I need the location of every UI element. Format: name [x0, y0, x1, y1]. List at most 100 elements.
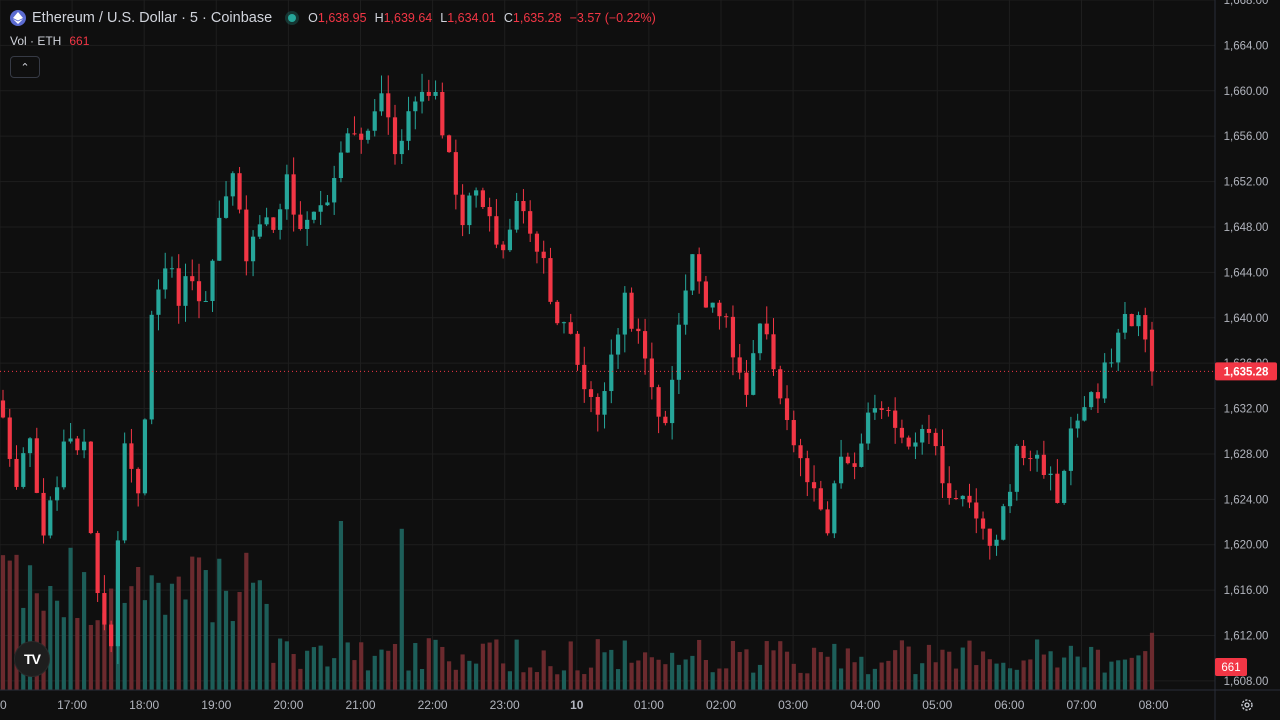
volume-bar — [345, 642, 350, 690]
volume-bar — [190, 556, 195, 690]
price-axis[interactable]: 1,608.00 1,612.00 1,616.00 1,620.00 1,624.00… — [1214, 0, 1269, 720]
volume-bar — [649, 657, 654, 690]
volume-bar — [805, 673, 810, 690]
volume-bar — [947, 651, 952, 690]
time-tick-label: 23:00 — [490, 698, 520, 712]
volume-bar — [257, 580, 262, 690]
symbol-title[interactable]: Ethereum / U.S. Dollar · 5 · Coinbase — [32, 10, 273, 26]
candle-body — [136, 468, 141, 494]
candle-body — [703, 281, 709, 308]
candle-body — [1075, 420, 1080, 429]
volume-bar — [183, 599, 188, 690]
time-axis[interactable]: 00 17:00 18:00 19:00 20:00 21:00 22:00 23:00 10 0… — [0, 689, 1280, 712]
volume-bar — [244, 552, 249, 690]
candle-body — [250, 236, 256, 262]
price-tick-label: 1,624.00 — [1224, 494, 1269, 506]
price-tick-label: 1,632.00 — [1224, 404, 1269, 416]
candle-body — [514, 200, 519, 230]
candle-body — [872, 408, 877, 413]
candle-body — [548, 258, 553, 302]
volume-bar — [987, 659, 992, 690]
price-tick-label: 1,612.00 — [1224, 631, 1269, 643]
volume-bar — [163, 614, 168, 690]
volume-bar — [980, 651, 986, 690]
time-tick-label: 05:00 — [922, 698, 952, 712]
volume-bar — [1035, 639, 1040, 690]
candle-body — [521, 200, 526, 212]
volume-bar — [615, 669, 621, 690]
volume-bar — [697, 639, 702, 690]
volume-bar — [332, 658, 337, 690]
candle-body — [21, 453, 26, 487]
volume-bar — [548, 666, 553, 690]
volume-bar — [1136, 655, 1141, 690]
volume-bar — [379, 649, 384, 690]
candle-body — [994, 539, 999, 546]
candle-body — [974, 502, 979, 519]
volume-bar — [82, 572, 87, 690]
volume-bar — [1014, 669, 1019, 690]
volume-bar — [953, 668, 959, 690]
candle-body — [926, 428, 932, 433]
volume-bar — [1048, 651, 1053, 690]
candle-body — [784, 398, 790, 421]
last-volume-badge — [1215, 658, 1247, 676]
candle-body — [724, 316, 729, 318]
candle-body — [791, 420, 796, 446]
volume-bar — [446, 661, 452, 690]
candle-body — [163, 268, 168, 290]
volume-bar — [737, 651, 742, 690]
candle-body — [487, 207, 492, 217]
volume-bar — [893, 650, 898, 690]
volume-bar — [95, 620, 100, 690]
volume-bar — [217, 558, 222, 690]
candle-body — [264, 217, 269, 225]
volume-bar — [730, 641, 736, 690]
candle-body — [0, 400, 6, 418]
candle-body — [751, 353, 756, 395]
candle-body — [588, 389, 594, 397]
volume-bar — [663, 664, 668, 690]
volume-bar — [872, 668, 877, 690]
volume-bar — [460, 654, 465, 690]
volume-bar — [433, 639, 438, 690]
candle-body — [129, 443, 134, 469]
collapse-legend-button[interactable]: ⌃ — [10, 56, 40, 78]
volume-bar — [102, 613, 107, 690]
candle-body — [818, 488, 823, 510]
candle-body — [284, 174, 289, 210]
candle-body — [244, 209, 249, 262]
candle-body — [879, 408, 884, 410]
price-tick-label: 1,628.00 — [1224, 449, 1269, 461]
gear-icon[interactable] — [1238, 696, 1256, 714]
candle-body — [575, 333, 580, 365]
candle-body — [494, 216, 499, 245]
candle-body — [1116, 332, 1121, 363]
volume-bar — [629, 662, 634, 690]
candle-body — [419, 91, 425, 102]
chart-grid — [0, 0, 1215, 690]
tradingview-logo[interactable]: TV — [14, 641, 50, 677]
legend-header: Ethereum / U.S. Dollar · 5 · Coinbase O1… — [10, 8, 656, 28]
candle-body — [446, 135, 452, 153]
candle-body — [156, 289, 161, 315]
candle-body — [115, 540, 120, 647]
candle-body — [34, 438, 39, 493]
volume-bar — [1028, 659, 1033, 690]
candle-body — [474, 190, 479, 196]
candle-body — [744, 372, 749, 395]
volume-bar — [129, 586, 134, 690]
volume-bar — [136, 566, 141, 690]
volume-bar — [210, 622, 215, 690]
price-tick-label: 1,668.00 — [1224, 0, 1269, 7]
candle-body — [1109, 362, 1114, 364]
volume-bar — [1062, 657, 1067, 690]
volume-bar — [838, 668, 844, 690]
candle-body — [413, 101, 418, 112]
volume-bar — [1041, 654, 1046, 690]
candle-body — [88, 441, 93, 534]
volume-bar — [88, 624, 93, 690]
volume-bar — [771, 650, 776, 690]
low-value: 1,634.01 — [447, 11, 496, 25]
